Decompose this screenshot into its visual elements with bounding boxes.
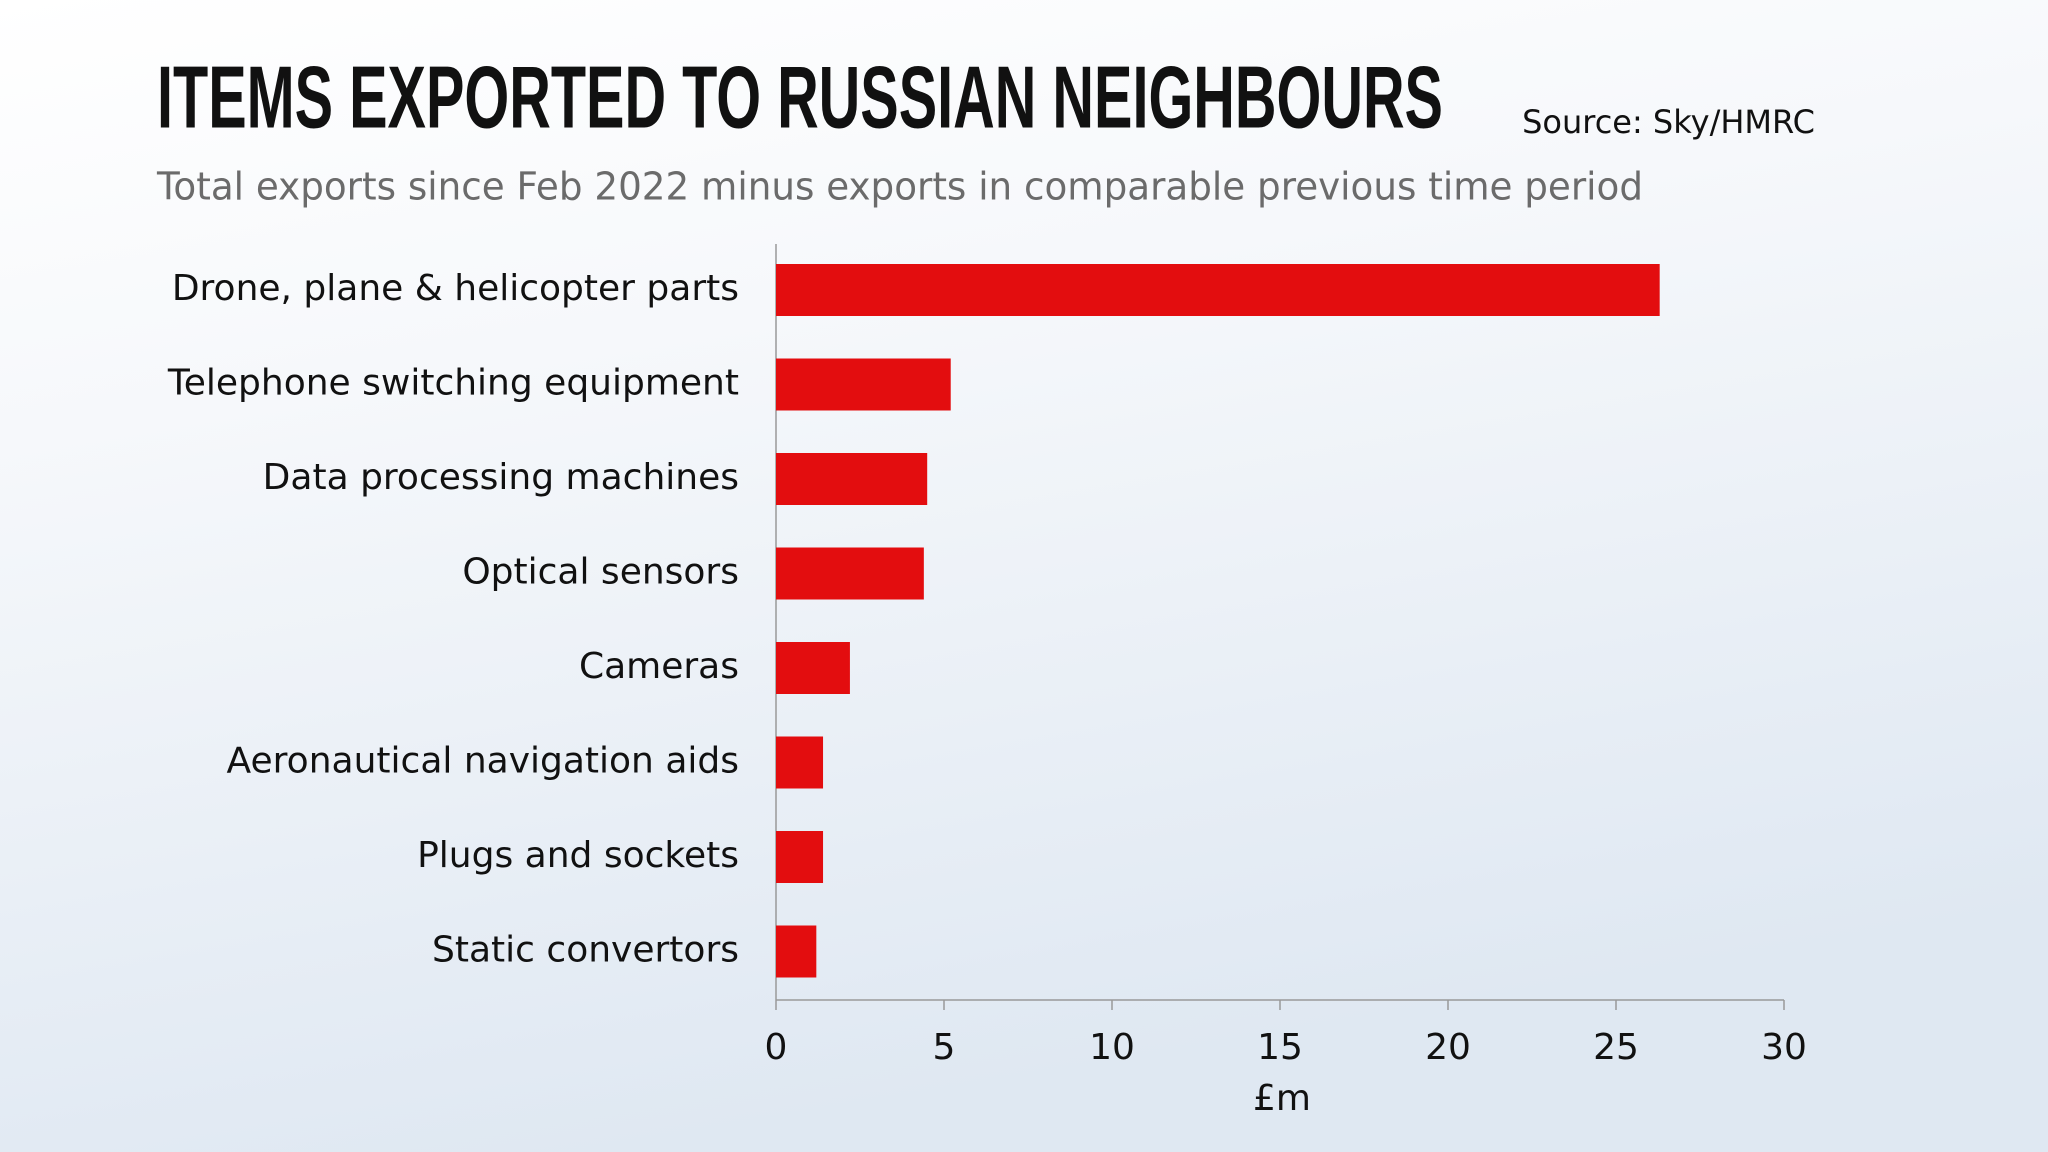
chart-title: ITEMS EXPORTED TO RUSSIAN NEIGHBOURS [157,47,1443,146]
y-tick-label: Plugs and sockets [417,835,739,876]
x-tick-label: 25 [1593,1027,1639,1068]
y-tick-label: Drone, plane & helicopter parts [172,268,739,309]
y-tick-label: Telephone switching equipment [167,363,739,404]
y-tick-label: Optical sensors [462,552,739,593]
x-tick-label: 30 [1761,1027,1807,1068]
bar [776,831,824,883]
bar [776,736,824,789]
y-tick-label: Static convertors [432,930,739,971]
x-tick-label: 10 [1089,1027,1135,1068]
y-tick-label: Data processing machines [263,457,739,498]
y-tick-label: Aeronautical navigation aids [227,741,739,782]
bar [776,264,1660,316]
x-tick-label: 15 [1257,1027,1303,1068]
source: Source: Sky/HMRC [1522,103,1815,141]
x-tick-label: 0 [765,1027,788,1068]
y-tick-label: Cameras [579,646,739,687]
bar [776,547,924,600]
bar [776,453,928,505]
subtitle: Total exports since Feb 2022 minus expor… [156,165,1643,209]
x-tick-label: 5 [933,1027,956,1068]
x-tick-label: 20 [1425,1027,1471,1068]
x-axis-label: £m [1253,1078,1311,1119]
bar [776,358,951,411]
bar [776,925,817,978]
bar [776,642,850,694]
